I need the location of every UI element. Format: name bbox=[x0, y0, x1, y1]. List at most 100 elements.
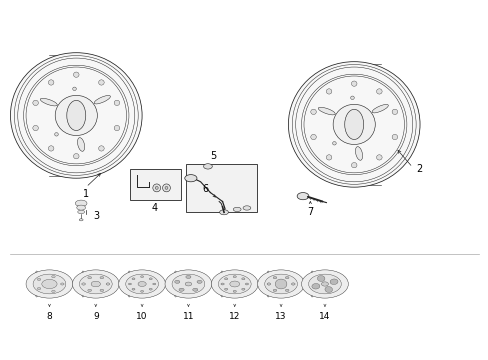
Ellipse shape bbox=[391, 109, 397, 114]
Ellipse shape bbox=[52, 290, 55, 292]
Ellipse shape bbox=[79, 219, 83, 221]
Ellipse shape bbox=[257, 270, 304, 298]
Ellipse shape bbox=[164, 270, 211, 298]
Ellipse shape bbox=[288, 62, 419, 187]
Ellipse shape bbox=[81, 271, 85, 297]
Ellipse shape bbox=[55, 132, 58, 136]
Ellipse shape bbox=[351, 162, 356, 168]
Ellipse shape bbox=[243, 206, 250, 210]
Ellipse shape bbox=[77, 205, 85, 210]
Ellipse shape bbox=[33, 100, 38, 105]
Ellipse shape bbox=[149, 278, 152, 280]
Text: 1: 1 bbox=[83, 189, 89, 199]
Text: 6: 6 bbox=[202, 184, 208, 194]
Ellipse shape bbox=[164, 186, 167, 189]
Ellipse shape bbox=[325, 155, 331, 160]
Text: 14: 14 bbox=[319, 312, 330, 321]
Ellipse shape bbox=[233, 291, 236, 292]
Ellipse shape bbox=[185, 282, 191, 286]
Ellipse shape bbox=[94, 95, 110, 104]
Ellipse shape bbox=[35, 271, 39, 297]
Ellipse shape bbox=[73, 87, 76, 90]
Ellipse shape bbox=[355, 147, 362, 160]
Ellipse shape bbox=[119, 270, 165, 298]
Ellipse shape bbox=[52, 275, 55, 278]
Ellipse shape bbox=[99, 80, 104, 85]
Ellipse shape bbox=[138, 282, 146, 287]
Ellipse shape bbox=[42, 279, 57, 289]
Ellipse shape bbox=[132, 278, 135, 280]
Ellipse shape bbox=[264, 274, 297, 294]
Ellipse shape bbox=[311, 283, 319, 289]
Ellipse shape bbox=[219, 210, 228, 215]
Ellipse shape bbox=[197, 280, 202, 283]
Ellipse shape bbox=[100, 289, 103, 292]
Ellipse shape bbox=[185, 275, 191, 279]
Ellipse shape bbox=[344, 109, 363, 139]
Bar bbox=[130, 169, 181, 200]
Ellipse shape bbox=[224, 288, 227, 290]
Ellipse shape bbox=[114, 100, 120, 105]
Ellipse shape bbox=[174, 280, 180, 283]
Ellipse shape bbox=[245, 283, 248, 285]
Text: 4: 4 bbox=[151, 203, 158, 213]
Ellipse shape bbox=[10, 53, 142, 178]
Ellipse shape bbox=[297, 193, 308, 200]
Ellipse shape bbox=[91, 281, 100, 287]
Ellipse shape bbox=[67, 100, 85, 131]
Text: 8: 8 bbox=[46, 312, 52, 321]
Ellipse shape bbox=[132, 288, 135, 290]
Ellipse shape bbox=[33, 125, 38, 131]
Ellipse shape bbox=[152, 283, 156, 285]
Ellipse shape bbox=[79, 274, 112, 294]
Ellipse shape bbox=[192, 288, 198, 291]
Ellipse shape bbox=[310, 109, 316, 114]
Text: 13: 13 bbox=[275, 312, 286, 321]
Ellipse shape bbox=[88, 289, 91, 292]
Ellipse shape bbox=[317, 276, 325, 282]
Ellipse shape bbox=[350, 96, 353, 99]
Ellipse shape bbox=[48, 80, 54, 85]
Ellipse shape bbox=[114, 125, 120, 131]
Ellipse shape bbox=[33, 274, 66, 294]
Ellipse shape bbox=[78, 210, 84, 214]
Ellipse shape bbox=[371, 104, 387, 113]
Ellipse shape bbox=[203, 164, 212, 169]
Ellipse shape bbox=[318, 107, 335, 115]
Ellipse shape bbox=[309, 271, 314, 297]
Ellipse shape bbox=[173, 271, 177, 297]
Ellipse shape bbox=[73, 72, 79, 77]
Ellipse shape bbox=[229, 281, 239, 287]
Ellipse shape bbox=[40, 98, 57, 106]
Ellipse shape bbox=[72, 270, 119, 298]
Ellipse shape bbox=[376, 155, 381, 160]
Ellipse shape bbox=[241, 278, 244, 280]
Ellipse shape bbox=[266, 283, 270, 285]
Text: 11: 11 bbox=[183, 312, 194, 321]
Ellipse shape bbox=[78, 138, 84, 151]
Ellipse shape bbox=[233, 276, 236, 278]
Ellipse shape bbox=[155, 186, 158, 189]
Ellipse shape bbox=[218, 274, 251, 294]
Ellipse shape bbox=[81, 283, 85, 285]
Ellipse shape bbox=[162, 184, 170, 192]
Ellipse shape bbox=[221, 283, 224, 285]
Ellipse shape bbox=[233, 207, 241, 212]
Ellipse shape bbox=[48, 146, 54, 151]
Text: 7: 7 bbox=[306, 207, 313, 217]
Ellipse shape bbox=[37, 288, 41, 289]
Text: 10: 10 bbox=[136, 312, 147, 321]
Ellipse shape bbox=[285, 289, 288, 292]
Ellipse shape bbox=[100, 276, 103, 279]
Ellipse shape bbox=[376, 89, 381, 94]
Ellipse shape bbox=[153, 184, 160, 192]
Ellipse shape bbox=[310, 134, 316, 140]
Ellipse shape bbox=[172, 274, 204, 294]
Ellipse shape bbox=[128, 283, 131, 285]
Ellipse shape bbox=[140, 291, 143, 292]
Text: 2: 2 bbox=[416, 164, 422, 174]
Ellipse shape bbox=[99, 146, 104, 151]
Ellipse shape bbox=[73, 154, 79, 159]
Ellipse shape bbox=[325, 89, 331, 94]
Ellipse shape bbox=[88, 276, 91, 279]
